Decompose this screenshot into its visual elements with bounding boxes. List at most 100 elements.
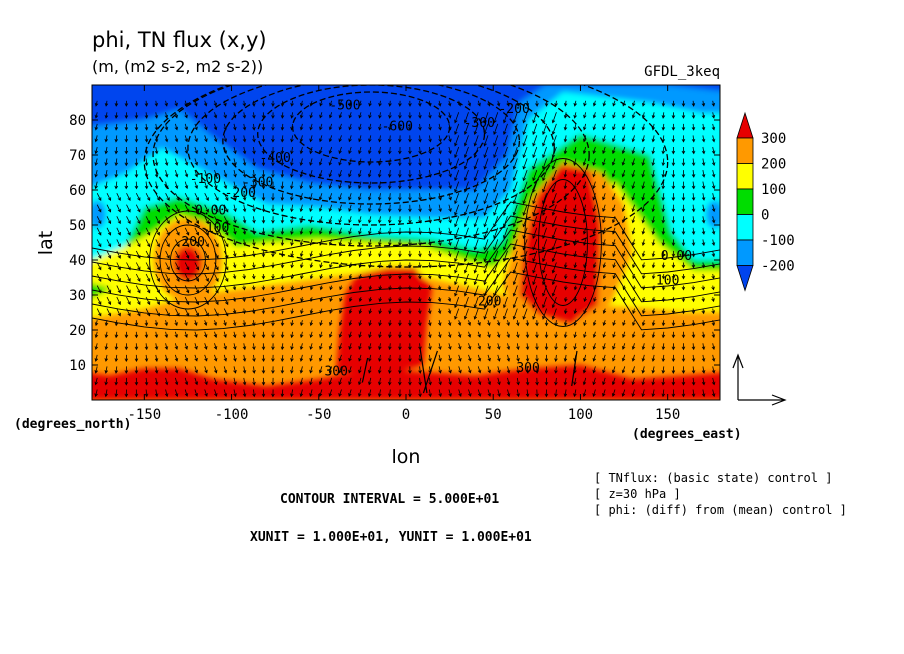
flux-arrow (271, 262, 275, 269)
flux-arrow (114, 320, 119, 327)
flux-arrow (309, 100, 314, 107)
flux-arrow (408, 320, 412, 327)
low-edge-west (92, 200, 106, 229)
flux-arrow (378, 320, 382, 327)
flux-arrow (174, 169, 179, 178)
flux-arrow (532, 273, 538, 286)
flux-arrow (368, 227, 372, 235)
flux-arrow (233, 193, 237, 201)
flux-arrow (106, 239, 112, 248)
flux-arrow (349, 285, 353, 291)
flux-arrow (622, 308, 626, 314)
flux-arrow (532, 169, 538, 182)
flux-arrow (564, 297, 568, 303)
flux-arrow (621, 123, 626, 131)
flux-arrow (233, 123, 237, 131)
flux-arrow (632, 285, 636, 291)
flux-arrow (437, 297, 442, 303)
x-tick-label: 100 (568, 407, 593, 423)
flux-arrow (701, 204, 706, 213)
flux-arrow (104, 170, 108, 178)
flux-arrow (252, 227, 256, 235)
flux-arrow (428, 135, 432, 143)
flux-arrow (329, 308, 333, 314)
flux-arrow (184, 273, 190, 282)
flux-arrow (329, 112, 333, 119)
flux-arrow (290, 227, 294, 235)
flux-arrow (358, 227, 362, 235)
flux-arrow (242, 100, 247, 107)
flux-arrow (651, 170, 656, 178)
flux-arrow (94, 366, 98, 374)
flux-arrow (582, 216, 587, 224)
contour-label: -300 (464, 116, 495, 131)
flux-arrow (454, 135, 460, 147)
flux-arrow (300, 308, 304, 315)
flux-arrow (516, 389, 520, 398)
flux-arrow (252, 181, 256, 190)
flux-arrow (583, 331, 587, 338)
contour-line (92, 257, 720, 317)
flux-arrow (532, 285, 538, 297)
flux-arrow (242, 297, 246, 303)
flux-arrow (124, 377, 129, 386)
flux-arrow (506, 366, 511, 374)
flux-arrow (448, 216, 452, 224)
flux-arrow (106, 262, 112, 271)
flux-arrow (573, 193, 577, 201)
flux-arrow (309, 331, 313, 338)
flux-arrow (551, 181, 557, 193)
flux-arrow (106, 204, 112, 213)
flux-arrow (506, 354, 511, 362)
colorbar-box (736, 239, 754, 266)
flux-arrow (711, 158, 716, 167)
flux-arrow (368, 273, 373, 280)
flux-arrow (671, 170, 676, 178)
flux-arrow (358, 135, 362, 143)
flux-arrow (573, 331, 577, 339)
flux-arrow (583, 112, 587, 119)
flux-arrow (280, 366, 285, 374)
flux-arrow (428, 239, 432, 247)
flux-arrow (681, 389, 686, 398)
flux-arrow (134, 389, 139, 398)
flux-arrow (503, 308, 508, 320)
flux-arrow (544, 331, 549, 339)
flux-arrow (194, 377, 198, 386)
flux-arrow (512, 169, 518, 182)
flux-arrow (242, 204, 247, 213)
flux-arrow (544, 354, 549, 363)
flux-arrow (612, 112, 616, 119)
flux-arrow (583, 296, 587, 302)
flux-arrow (544, 343, 549, 351)
flux-arrow (497, 343, 501, 350)
flux-arrow (631, 389, 635, 397)
flux-arrow (214, 262, 219, 271)
flux-arrow (711, 366, 716, 374)
flux-arrow (261, 343, 266, 351)
flux-arrow (242, 354, 247, 362)
flux-arrow (94, 170, 98, 178)
flux-arrow (458, 389, 462, 398)
flux-arrow (398, 285, 402, 291)
flux-arrow (174, 320, 178, 327)
flux-arrow (487, 100, 491, 107)
flux-arrow (252, 216, 256, 224)
flux-arrow (563, 366, 568, 374)
flux-arrow (542, 123, 547, 135)
flux-arrow (280, 135, 285, 143)
flux-arrow (408, 239, 412, 247)
flux-arrow (194, 320, 198, 327)
flux-arrow (348, 331, 352, 338)
flux-arrow (641, 181, 645, 190)
flux-arrow (602, 273, 607, 280)
flux-arrow (155, 204, 160, 213)
flux-arrow (328, 193, 333, 201)
flux-arrow (280, 100, 285, 107)
flux-arrow (388, 354, 392, 363)
flux-arrow (116, 227, 121, 236)
flux-arrow (671, 204, 676, 213)
flux-arrow (477, 389, 482, 397)
flux-arrow (711, 285, 715, 291)
reference-arrow-right (738, 394, 787, 406)
